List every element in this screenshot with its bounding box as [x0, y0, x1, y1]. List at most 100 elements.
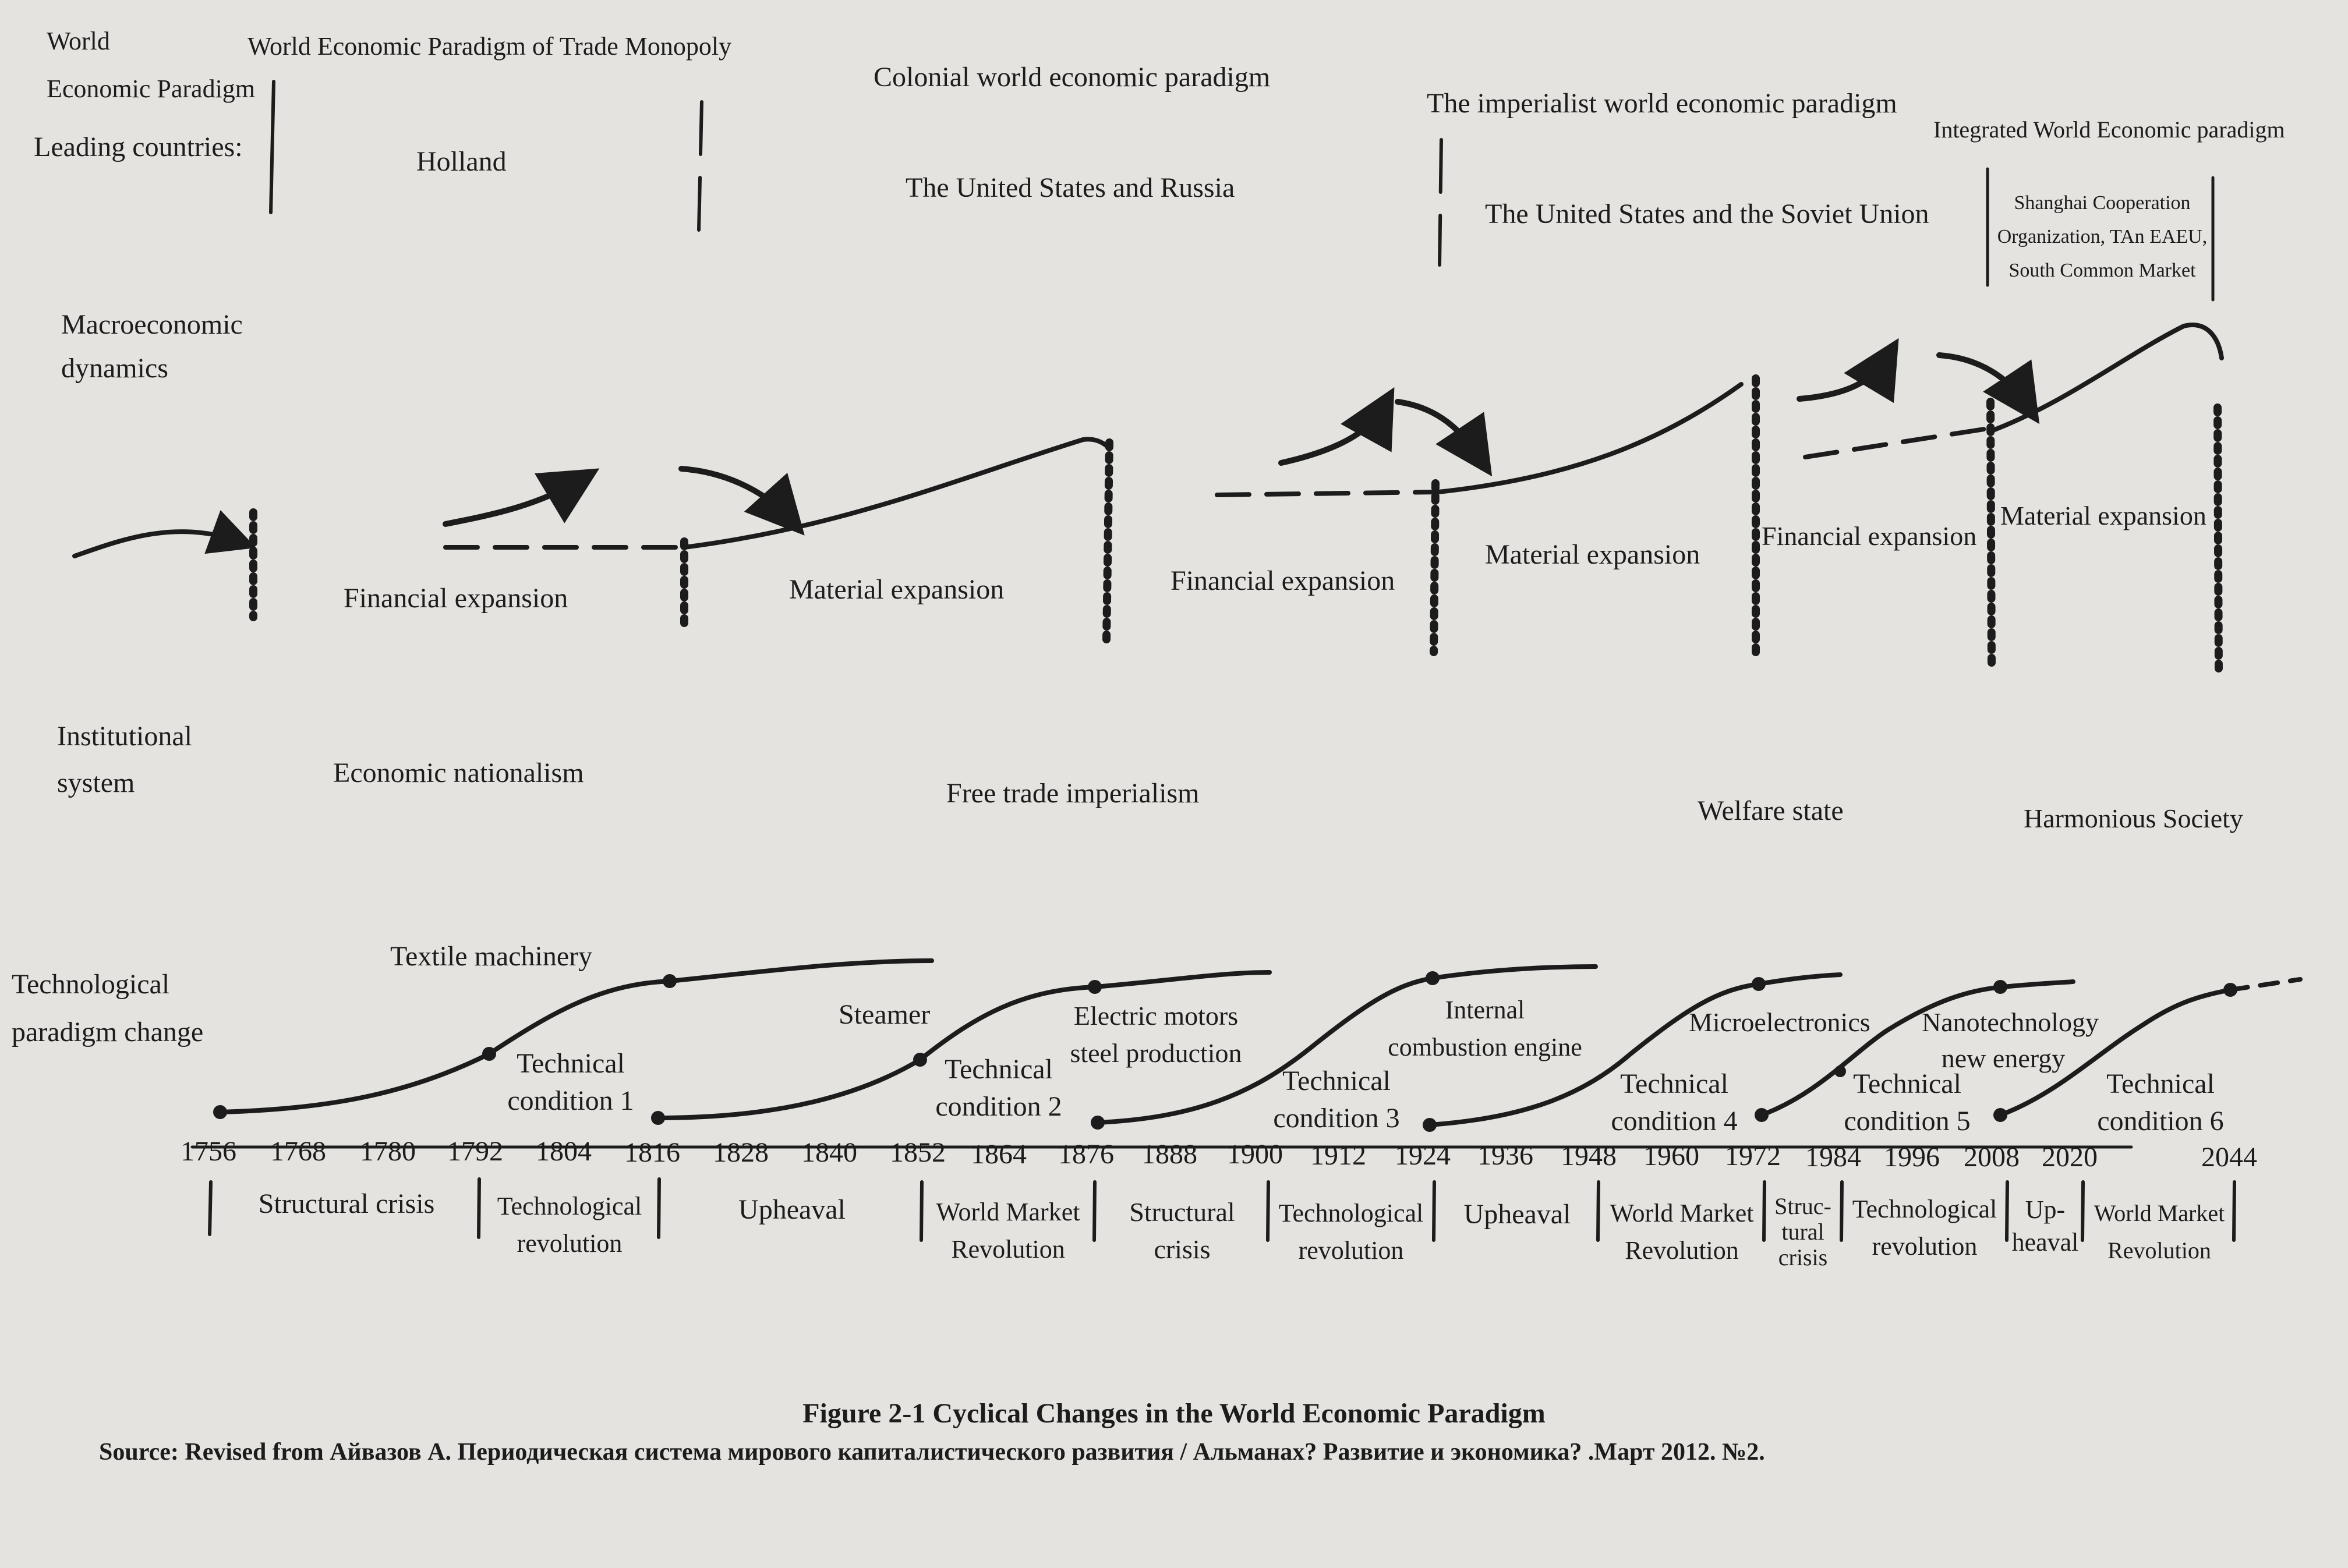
institutional-system: Harmonious Society — [2024, 804, 2243, 833]
dotted-divider — [1102, 438, 1113, 645]
phase-separator — [1596, 1180, 1600, 1242]
tech-node — [1755, 1108, 1769, 1122]
macro-curve-segment — [1436, 382, 1744, 494]
tech-node — [482, 1047, 496, 1061]
phase-label: World Market Revolution — [936, 1198, 1080, 1263]
leading-countries: Holland — [416, 146, 507, 177]
tech-node — [913, 1053, 927, 1067]
year-label: 1792 — [447, 1136, 503, 1167]
institutional-system: Welfare state — [1698, 795, 1844, 826]
phase-separator — [1092, 1180, 1097, 1242]
macro-arrow-up — [443, 468, 600, 527]
year-label: 1876 — [1058, 1139, 1114, 1170]
phase-label: Structural crisis — [258, 1188, 435, 1219]
phase-separator — [920, 1180, 924, 1242]
expansion-label: Financial expansion — [344, 583, 568, 614]
technical-condition: Technical condition 6 — [2097, 1068, 2224, 1137]
year-label: 1948 — [1561, 1141, 1617, 1171]
tech-node — [1752, 977, 1766, 991]
phase-label: Technological revolution — [1852, 1195, 1997, 1261]
paradigm-separator — [697, 100, 703, 232]
paradigm-separator — [269, 80, 275, 214]
macro-curve-segment — [1989, 323, 2224, 433]
year-label: 1912 — [1310, 1140, 1366, 1171]
tech-s-curve — [1759, 979, 2075, 1117]
tech-s-curve — [1998, 987, 2233, 1117]
paradigm-name: The imperialist world economic paradigm — [1427, 88, 1897, 119]
technology-name: Textile machinery — [390, 941, 593, 972]
phase-label: Technological revolution — [1278, 1199, 1424, 1265]
phase-label: Structural crisis — [1129, 1197, 1235, 1264]
leading-countries: Shanghai Cooperation Organization, TAn EA… — [1997, 192, 2208, 281]
tech-s-curve-forecast — [2228, 977, 2303, 992]
technical-condition: Technical condition 2 — [935, 1054, 1062, 1122]
year-label: 1960 — [1643, 1141, 1699, 1171]
phase-label: Up-heaval — [2011, 1195, 2079, 1256]
tech-node — [1088, 980, 1102, 994]
macro-curve-segment — [682, 437, 1085, 550]
macro-curve-segment — [1081, 437, 1112, 451]
tech-node — [1423, 1118, 1437, 1132]
tech-node — [213, 1105, 227, 1119]
phase-label: Struc-tural crisis — [1774, 1193, 1831, 1270]
phase-separator — [1840, 1180, 1844, 1242]
technical-condition: Technical condition 5 — [1844, 1068, 1971, 1137]
macro-arrow-down — [1395, 399, 1493, 477]
phase-label: Technological revolution — [497, 1192, 642, 1258]
tech-node — [1993, 980, 2007, 994]
macro-arrow-down — [1936, 352, 2040, 424]
technical-condition: Technical condition 3 — [1273, 1066, 1400, 1134]
leading-countries: The United States and the Soviet Union — [1485, 199, 1929, 229]
year-label: 1996 — [1884, 1142, 1940, 1173]
paradigm-name: World Economic Paradigm of Trade Monopol… — [247, 32, 732, 61]
year-label: 2008 — [1964, 1142, 2020, 1173]
expansion-label: Financial expansion — [1762, 521, 1977, 551]
year-label: 2044 — [2201, 1142, 2257, 1173]
institutional-heading: Institutional system — [57, 721, 192, 798]
year-label: 1984 — [1805, 1142, 1861, 1173]
dashed-baseline — [1215, 490, 1441, 497]
tech-node — [1426, 971, 1440, 985]
figure-source: Source: Revised from Айвазов А. Периодич… — [99, 1439, 1765, 1466]
year-label: 1828 — [713, 1137, 769, 1168]
year-label: 1924 — [1395, 1140, 1451, 1171]
institutional-system: Economic nationalism — [333, 758, 584, 788]
phase-label: World Market Revolution — [1610, 1199, 1754, 1265]
expansion-label: Material expansion — [1485, 539, 1700, 570]
year-label: 1888 — [1141, 1139, 1197, 1170]
dotted-divider — [2213, 403, 2223, 679]
tech-node — [1993, 1108, 2007, 1122]
expansion-label: Material expansion — [789, 574, 1005, 605]
year-label: 1852 — [890, 1137, 946, 1168]
phase-separator — [208, 1180, 213, 1236]
macro-arrow-up — [1797, 338, 1899, 403]
institutional-system: Free trade imperialism — [946, 778, 1200, 809]
year-label: 1972 — [1725, 1141, 1781, 1171]
expansion-label: Financial expansion — [1171, 565, 1395, 596]
technical-condition: Technical condition 4 — [1611, 1068, 1738, 1137]
phase-label: Upheaval — [738, 1194, 846, 1225]
year-label: 1936 — [1477, 1140, 1533, 1171]
tech-node — [1834, 1066, 1846, 1077]
paradigm-name: Integrated World Economic paradigm — [1933, 116, 2285, 143]
expansion-label: Material expansion — [2000, 501, 2206, 530]
year-label: 1780 — [360, 1136, 416, 1167]
year-label: 1864 — [971, 1139, 1027, 1170]
phase-label: Upheaval — [1463, 1199, 1571, 1230]
year-label: 2020 — [2042, 1142, 2098, 1173]
tech-node — [1091, 1116, 1105, 1130]
leading-countries: The United States and Russia — [906, 172, 1235, 203]
paradigm-name: Colonial world economic paradigm — [874, 62, 1271, 93]
dotted-divider — [1986, 398, 1996, 671]
tech-node — [663, 974, 677, 988]
tech-node — [651, 1111, 665, 1125]
figure-caption: Figure 2-1 Cyclical Changes in the World… — [802, 1398, 1546, 1429]
technology-name: Steamer — [839, 999, 931, 1030]
year-label: 1900 — [1227, 1139, 1283, 1170]
dashed-baseline — [1803, 426, 1994, 459]
technology-name: Microelectronics — [1689, 1007, 1870, 1037]
technology-name: Internal combustion engine — [1388, 996, 1582, 1061]
paradigm-separator — [1438, 138, 1443, 267]
